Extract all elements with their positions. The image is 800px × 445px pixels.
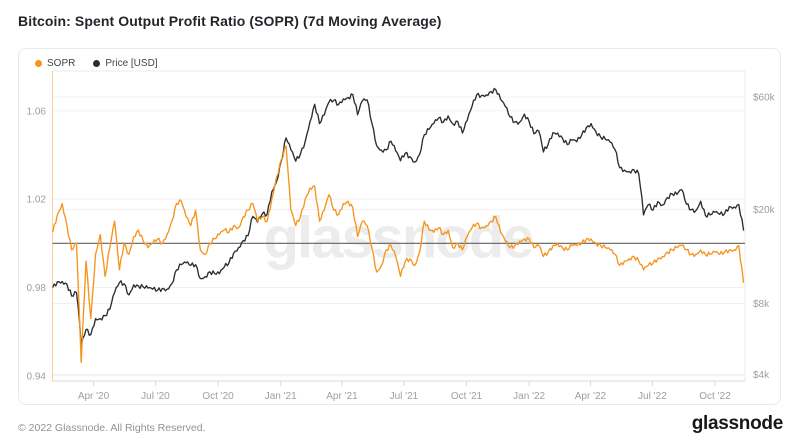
y-axis-left-label: 1.06 <box>27 106 47 117</box>
x-axis-label: Oct '22 <box>699 391 731 402</box>
x-axis-label: Apr '22 <box>575 391 607 402</box>
glassnode-watermark: glassnode <box>264 206 534 271</box>
x-axis-label: Oct '21 <box>451 391 483 402</box>
y-axis-left-label: 1.02 <box>27 195 47 206</box>
legend-item-sopr[interactable]: SOPR <box>35 58 75 69</box>
x-axis-label: Apr '20 <box>78 391 110 402</box>
legend-label-sopr: SOPR <box>47 58 76 69</box>
legend-item-price[interactable]: Price [USD] <box>93 58 158 69</box>
sopr-legend-dot-icon <box>35 60 42 67</box>
x-axis-label: Jul '21 <box>390 391 419 402</box>
price-legend-dot-icon <box>93 60 101 67</box>
sopr-series-line <box>52 145 745 364</box>
y-axis-left-label: 0.94 <box>27 371 47 382</box>
page-title: Bitcoin: Spent Output Profit Ratio (SOPR… <box>18 13 442 29</box>
y-axis-left-label: 0.98 <box>27 283 47 294</box>
glassnode-logo[interactable]: glassnode <box>691 413 784 434</box>
x-axis-label: Jan '21 <box>265 391 297 402</box>
x-axis-label: Jul '20 <box>141 391 170 402</box>
x-axis-label: Jan '22 <box>513 391 545 402</box>
plot-area[interactable] <box>52 71 746 381</box>
x-axis-label: Oct '20 <box>202 391 234 402</box>
y-axis-right-label: $8k <box>753 299 770 310</box>
chart-legend: SOPR Price [USD] <box>35 58 158 69</box>
price-series-line <box>52 87 745 347</box>
copyright-text: © 2022 Glassnode. All Rights Reserved. <box>18 422 206 434</box>
legend-label-price: Price [USD] <box>105 58 158 69</box>
x-axis-label: Apr '21 <box>326 391 358 402</box>
y-axis-right-label: $4k <box>753 370 770 381</box>
y-axis-right-label: $60k <box>753 93 776 104</box>
x-axis-label: Jul '22 <box>638 391 667 402</box>
y-axis-right-label: $20k <box>753 205 776 216</box>
